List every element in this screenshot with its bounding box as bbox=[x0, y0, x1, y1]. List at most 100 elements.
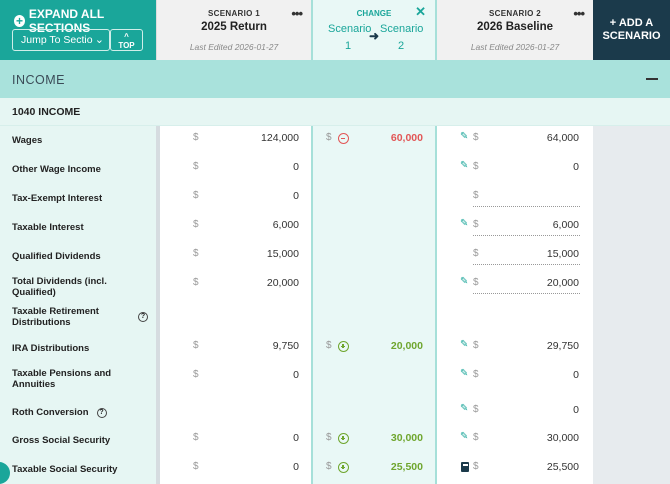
row-label-text: Taxable Social Security bbox=[12, 464, 118, 475]
scenario-1-label: SCENARIO 1 bbox=[208, 9, 260, 18]
input-underline bbox=[473, 293, 580, 294]
scenario-1-value: 6,000 bbox=[272, 219, 299, 231]
edit-icon[interactable]: ✎ bbox=[460, 403, 469, 414]
currency-symbol: $ bbox=[193, 461, 199, 472]
change-value: 60,000 bbox=[390, 132, 423, 144]
scenario-1-name: 2025 Return bbox=[201, 21, 267, 33]
edit-icon[interactable]: ✎ bbox=[460, 368, 469, 379]
currency-symbol: $ bbox=[193, 132, 199, 143]
currency-symbol: $ bbox=[473, 248, 479, 259]
plus-circle-icon bbox=[338, 462, 349, 473]
edit-icon[interactable]: ✎ bbox=[460, 131, 469, 142]
currency-symbol: $ bbox=[193, 277, 199, 288]
scenario-2-value: 25,500 bbox=[546, 461, 579, 473]
currency-symbol: $ bbox=[473, 161, 479, 172]
top-button[interactable]: ^ TOP bbox=[110, 29, 143, 51]
scenario-1-value: 0 bbox=[293, 432, 299, 444]
scenario-2-value: 29,750 bbox=[546, 340, 579, 352]
scenario-1-value: 9,750 bbox=[272, 340, 299, 352]
scenario-2-input[interactable]: 20,000 bbox=[546, 277, 579, 289]
toolbar: + EXPAND ALL SECTIONS Jump To Section ⌄ … bbox=[0, 0, 156, 60]
row-label: Taxable Retirement Distributions? bbox=[12, 306, 152, 328]
add-scenario-label: + ADD A SCENARIO bbox=[602, 17, 661, 42]
chevron-down-icon: ⌄ bbox=[94, 34, 104, 46]
expand-all-label: EXPAND ALL SECTIONS bbox=[28, 7, 105, 35]
table-row: Roth Conversion? ✎ $0 bbox=[0, 398, 593, 427]
edit-icon[interactable]: ✎ bbox=[460, 218, 469, 229]
row-label: Total Dividends (incl. Qualified) bbox=[12, 276, 152, 298]
input-underline bbox=[473, 264, 580, 265]
change-from: Scenario 1 bbox=[328, 23, 372, 52]
scenario-2-value: 0 bbox=[573, 369, 579, 381]
expand-all-button[interactable]: + EXPAND ALL SECTIONS bbox=[14, 7, 156, 35]
collapse-icon[interactable] bbox=[646, 78, 658, 80]
row-label: Taxable Interest bbox=[12, 222, 152, 233]
currency-symbol: $ bbox=[193, 432, 199, 443]
top-label: TOP bbox=[118, 41, 135, 50]
row-label-text: Total Dividends (incl. Qualified) bbox=[12, 276, 107, 298]
table-row: Wages $124,000 $60,000 ✎ $64,000 bbox=[0, 126, 593, 155]
edit-icon[interactable]: ✎ bbox=[460, 431, 469, 442]
change-column bbox=[311, 126, 437, 484]
scenario-2-label: SCENARIO 2 bbox=[489, 9, 541, 18]
scenario-2-input[interactable]: 6,000 bbox=[552, 219, 579, 231]
scenario-2-column bbox=[437, 126, 593, 484]
more-options-icon[interactable]: ••• bbox=[291, 6, 303, 21]
currency-symbol: $ bbox=[193, 340, 199, 351]
plus-circle-icon bbox=[338, 341, 349, 352]
currency-symbol: $ bbox=[473, 404, 479, 415]
scenario-2-input[interactable]: 15,000 bbox=[546, 248, 579, 260]
currency-symbol: $ bbox=[193, 219, 199, 230]
scenario-2-edited: Last Edited 2026-01-27 bbox=[470, 42, 560, 52]
help-icon[interactable]: ? bbox=[138, 312, 148, 322]
row-label-text: Roth Conversion bbox=[12, 407, 89, 418]
add-scenario-column bbox=[593, 126, 670, 484]
input-underline bbox=[473, 235, 580, 236]
scenario-1-edited: Last Edited 2026-01-27 bbox=[189, 42, 279, 52]
jump-to-section-select[interactable]: Jump To Section ⌄ bbox=[12, 29, 110, 51]
scenario-1-value: 0 bbox=[293, 161, 299, 173]
currency-symbol: $ bbox=[473, 340, 479, 351]
change-to: Scenario 2 bbox=[380, 23, 424, 52]
help-icon[interactable]: ? bbox=[96, 407, 107, 418]
table-row: Taxable Interest $6,000 ✎ $6,000 bbox=[0, 213, 593, 242]
calculator-icon bbox=[461, 462, 469, 472]
row-label: IRA Distributions bbox=[12, 343, 152, 354]
input-underline bbox=[473, 206, 580, 207]
table-row: Taxable Pensions and Annuities $0 ✎ $0 bbox=[0, 363, 593, 392]
currency-symbol: $ bbox=[326, 461, 332, 472]
change-value: 25,500 bbox=[390, 461, 423, 473]
close-icon[interactable]: ✕ bbox=[415, 4, 426, 19]
add-scenario-button[interactable]: + ADD A SCENARIO bbox=[593, 0, 670, 60]
change-label: CHANGE bbox=[356, 9, 392, 18]
scenario-1-value: 15,000 bbox=[266, 248, 299, 260]
arrow-right-icon: ➜ bbox=[369, 29, 380, 43]
table-row: Tax-Exempt Interest $0 $ bbox=[0, 184, 593, 213]
scenario-1-value: 0 bbox=[293, 461, 299, 473]
currency-symbol: $ bbox=[193, 190, 199, 201]
currency-symbol: $ bbox=[326, 340, 332, 351]
scenario-2-value: 0 bbox=[573, 404, 579, 416]
section-title: INCOME bbox=[12, 73, 65, 87]
jump-to-label: Jump To Section bbox=[21, 34, 93, 46]
edit-icon[interactable]: ✎ bbox=[460, 160, 469, 171]
table-row: Gross Social Security $0 $30,000 ✎ $30,000 bbox=[0, 426, 593, 455]
scenario-2-value: 30,000 bbox=[546, 432, 579, 444]
currency-symbol: $ bbox=[473, 132, 479, 143]
scenario-1-header: SCENARIO 1 2025 Return Last Edited 2026-… bbox=[156, 0, 311, 60]
income-section-header[interactable]: INCOME bbox=[0, 60, 670, 98]
scenario-1-value: 0 bbox=[293, 369, 299, 381]
plus-circle-icon: + bbox=[14, 14, 25, 28]
edit-icon[interactable]: ✎ bbox=[460, 339, 469, 350]
row-label: Taxable Social Security bbox=[12, 464, 152, 475]
more-options-icon[interactable]: ••• bbox=[573, 6, 585, 21]
scenario-1-value: 0 bbox=[293, 190, 299, 202]
table-row: Taxable Retirement Distributions? bbox=[0, 301, 593, 330]
floating-action-button[interactable] bbox=[0, 462, 10, 484]
label-column bbox=[0, 126, 156, 484]
row-label-text: Taxable Retirement Distributions bbox=[12, 306, 99, 328]
edit-icon[interactable]: ✎ bbox=[460, 276, 469, 287]
change-header: CHANGE ✕ Scenario 1 ➜ Scenario 2 bbox=[311, 0, 437, 60]
scenario-2-header: SCENARIO 2 2026 Baseline Last Edited 202… bbox=[437, 0, 593, 60]
change-value: 20,000 bbox=[390, 340, 423, 352]
